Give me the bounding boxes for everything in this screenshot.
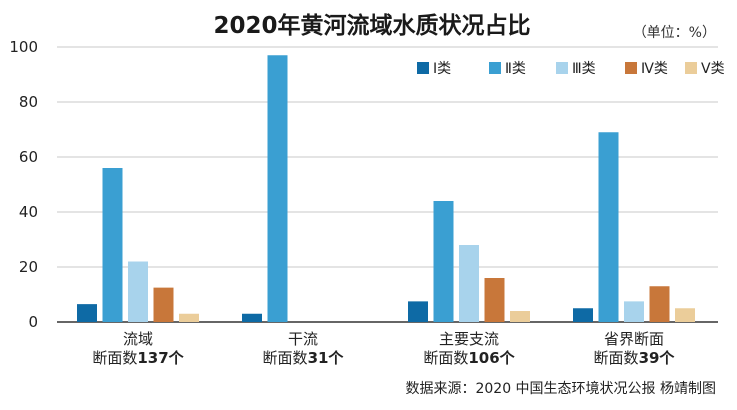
- x-category-label: 流域: [123, 330, 153, 348]
- source-note: 数据来源：2020 中国生态环境状况公报 杨靖制图: [405, 381, 716, 397]
- bar: [510, 311, 530, 322]
- y-tick-label: 0: [28, 313, 38, 331]
- y-tick-label: 80: [19, 93, 38, 111]
- chart-title: 2020年黄河流域水质状况占比: [213, 12, 530, 39]
- x-category-count: 断面数31个: [263, 349, 345, 367]
- bar: [242, 313, 262, 322]
- y-axis-ticks: 0 20 40 60 80 100: [9, 38, 38, 331]
- bar: [484, 278, 505, 322]
- unit-label: （单位：%）: [633, 25, 716, 41]
- bar: [649, 286, 670, 322]
- legend: Ⅰ类 Ⅱ类 Ⅲ类 Ⅳ类 Ⅴ类: [417, 61, 725, 77]
- bar: [459, 245, 479, 322]
- legend-label: Ⅰ类: [433, 61, 451, 77]
- bar: [179, 313, 199, 322]
- y-tick-label: 20: [19, 258, 38, 276]
- gridlines: [57, 46, 718, 323]
- bar: [624, 301, 644, 322]
- legend-label: Ⅳ类: [641, 61, 668, 77]
- legend-swatch: [489, 62, 501, 74]
- bar: [267, 55, 288, 322]
- y-tick-label: 40: [19, 203, 38, 221]
- x-category-count: 断面数137个: [92, 349, 184, 367]
- bars: [77, 55, 695, 322]
- legend-swatch: [417, 62, 429, 74]
- bar: [128, 261, 148, 322]
- bar: [102, 168, 123, 322]
- x-category-label: 干流: [288, 330, 318, 348]
- x-category-label: 省界断面: [604, 330, 664, 348]
- legend-swatch: [685, 62, 697, 74]
- bar: [433, 201, 454, 322]
- legend-label: Ⅲ类: [572, 61, 596, 77]
- legend-label: Ⅱ类: [505, 61, 526, 77]
- bar: [598, 132, 619, 322]
- bar: [573, 308, 593, 322]
- x-category-count: 断面数39个: [594, 349, 676, 367]
- x-category-count: 断面数106个: [423, 349, 515, 367]
- legend-label: Ⅴ类: [701, 61, 725, 77]
- legend-swatch: [556, 62, 568, 74]
- bar: [408, 301, 428, 322]
- y-tick-label: 100: [9, 38, 38, 56]
- legend-swatch: [625, 62, 637, 74]
- y-tick-label: 60: [19, 148, 38, 166]
- bar: [77, 304, 97, 322]
- bar: [153, 287, 174, 322]
- bar: [675, 308, 695, 322]
- x-category-label: 主要支流: [439, 330, 499, 348]
